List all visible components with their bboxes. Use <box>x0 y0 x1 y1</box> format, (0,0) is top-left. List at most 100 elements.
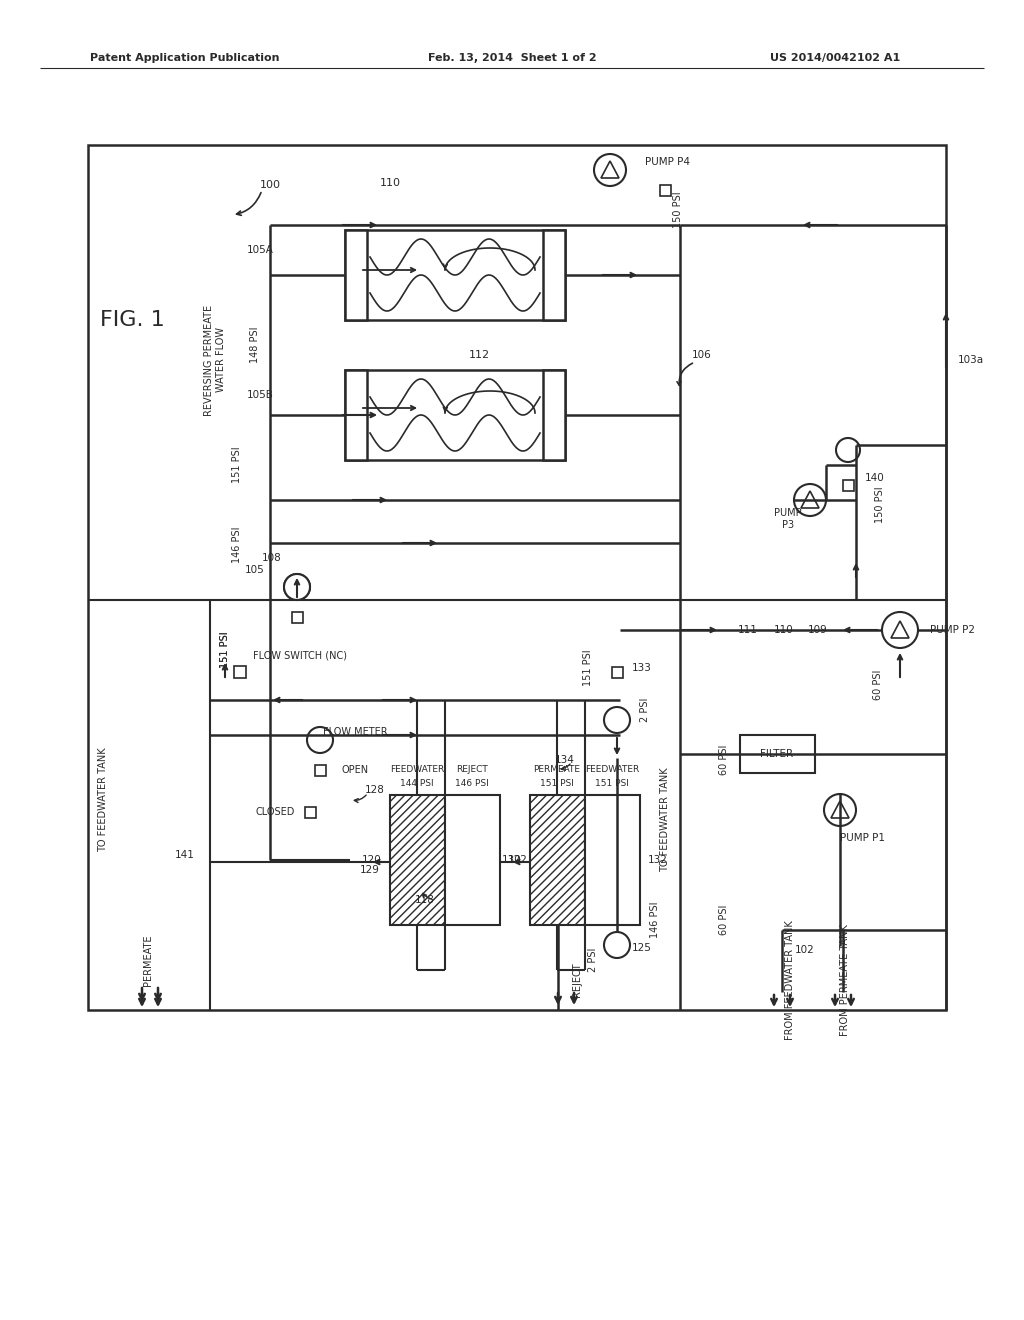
Bar <box>843 479 853 491</box>
Text: 105B: 105B <box>247 389 273 400</box>
Text: 146 PSI: 146 PSI <box>232 527 242 564</box>
Bar <box>445 795 500 925</box>
Polygon shape <box>831 801 849 818</box>
Text: 112: 112 <box>469 350 490 360</box>
Bar <box>543 230 565 319</box>
Text: PUMP P1: PUMP P1 <box>840 833 885 843</box>
Text: TO FEEDWATER TANK: TO FEEDWATER TANK <box>660 768 670 873</box>
Text: 151 PSI: 151 PSI <box>220 632 230 668</box>
Text: Patent Application Publication: Patent Application Publication <box>90 53 280 63</box>
Text: 148 PSI: 148 PSI <box>250 327 260 363</box>
Bar <box>345 230 367 319</box>
Bar <box>390 795 445 925</box>
Bar <box>304 807 315 817</box>
Bar <box>530 795 585 925</box>
Text: 130: 130 <box>502 855 522 865</box>
Text: PERMEATE: PERMEATE <box>143 935 153 986</box>
Text: CLOSED: CLOSED <box>256 807 295 817</box>
Text: 110: 110 <box>380 178 400 187</box>
Bar <box>345 370 565 459</box>
Text: 151 PSI: 151 PSI <box>583 649 593 686</box>
Circle shape <box>836 438 860 462</box>
Bar <box>611 667 623 677</box>
Text: FROM FEEDWATER TANK: FROM FEEDWATER TANK <box>785 920 795 1040</box>
Text: 133: 133 <box>632 663 652 673</box>
Bar <box>543 370 565 459</box>
Text: FILTER: FILTER <box>761 748 794 759</box>
Bar <box>659 185 671 195</box>
Circle shape <box>604 932 630 958</box>
Text: FLOW SWITCH (NC): FLOW SWITCH (NC) <box>253 649 347 660</box>
Circle shape <box>594 154 626 186</box>
Text: 128: 128 <box>365 785 385 795</box>
Text: FEEDWATER: FEEDWATER <box>390 766 444 775</box>
Circle shape <box>794 484 826 516</box>
Text: 102: 102 <box>795 945 815 954</box>
Text: 132: 132 <box>648 855 668 865</box>
Text: 151 PSI: 151 PSI <box>540 779 573 788</box>
Text: 2 PSI: 2 PSI <box>588 948 598 973</box>
Bar <box>292 611 302 623</box>
Text: 60 PSI: 60 PSI <box>873 669 883 700</box>
Text: OPEN: OPEN <box>342 766 369 775</box>
Text: 134: 134 <box>555 755 575 766</box>
Text: 120: 120 <box>362 855 382 865</box>
Text: FEEDWATER: FEEDWATER <box>585 766 639 775</box>
Text: 122: 122 <box>508 855 528 865</box>
Text: US 2014/0042102 A1: US 2014/0042102 A1 <box>770 53 900 63</box>
Text: 151 PSI: 151 PSI <box>232 446 242 483</box>
Text: 109: 109 <box>808 624 827 635</box>
Text: 125: 125 <box>632 942 652 953</box>
Bar <box>88 145 946 1010</box>
Text: 105: 105 <box>246 565 265 576</box>
Circle shape <box>824 795 856 826</box>
Text: 106: 106 <box>692 350 712 360</box>
Bar <box>345 370 367 459</box>
Text: 146 PSI: 146 PSI <box>650 902 660 939</box>
Bar <box>314 764 326 776</box>
Text: REJECT: REJECT <box>456 766 487 775</box>
Text: FLOW METER: FLOW METER <box>323 727 387 737</box>
Text: 111: 111 <box>738 624 758 635</box>
Circle shape <box>604 708 630 733</box>
Text: 150 PSI: 150 PSI <box>874 487 885 523</box>
Bar <box>234 667 246 678</box>
Circle shape <box>284 574 310 601</box>
Text: TO FEEDWATER TANK: TO FEEDWATER TANK <box>98 747 108 853</box>
Text: 151 PSI: 151 PSI <box>220 632 230 668</box>
Text: 118: 118 <box>415 895 435 906</box>
Polygon shape <box>801 491 819 508</box>
Text: 100: 100 <box>260 180 281 190</box>
Text: REVERSING PERMEATE
WATER FLOW: REVERSING PERMEATE WATER FLOW <box>204 305 226 416</box>
Text: 129: 129 <box>360 865 380 875</box>
Bar <box>585 795 640 925</box>
Text: 150 PSI: 150 PSI <box>673 191 683 228</box>
Text: 144 PSI: 144 PSI <box>400 779 434 788</box>
Bar <box>345 230 565 319</box>
Text: 103a: 103a <box>958 355 984 366</box>
Text: 108: 108 <box>262 553 282 564</box>
Text: FIG. 1: FIG. 1 <box>100 310 165 330</box>
Text: REJECT: REJECT <box>572 962 582 998</box>
Text: 60 PSI: 60 PSI <box>719 744 729 775</box>
Text: 146 PSI: 146 PSI <box>455 779 488 788</box>
Text: 110: 110 <box>774 624 794 635</box>
Text: 2 PSI: 2 PSI <box>640 698 650 722</box>
Text: FROM PERMEATE TANK: FROM PERMEATE TANK <box>840 924 850 1036</box>
Text: Feb. 13, 2014  Sheet 1 of 2: Feb. 13, 2014 Sheet 1 of 2 <box>428 53 596 63</box>
Circle shape <box>284 574 310 601</box>
Circle shape <box>307 727 333 752</box>
Text: 141: 141 <box>175 850 195 861</box>
Text: 140: 140 <box>865 473 885 483</box>
Text: PUMP P2: PUMP P2 <box>930 624 975 635</box>
Text: PERMEATE: PERMEATE <box>534 766 581 775</box>
Polygon shape <box>891 620 909 638</box>
Text: PUMP
P3: PUMP P3 <box>774 508 802 529</box>
Text: 151 PSI: 151 PSI <box>595 779 629 788</box>
Polygon shape <box>601 161 618 178</box>
Text: 105A: 105A <box>247 246 273 255</box>
Text: PUMP P4: PUMP P4 <box>645 157 690 168</box>
Bar <box>740 735 815 774</box>
Text: 60 PSI: 60 PSI <box>719 904 729 935</box>
Circle shape <box>882 612 918 648</box>
